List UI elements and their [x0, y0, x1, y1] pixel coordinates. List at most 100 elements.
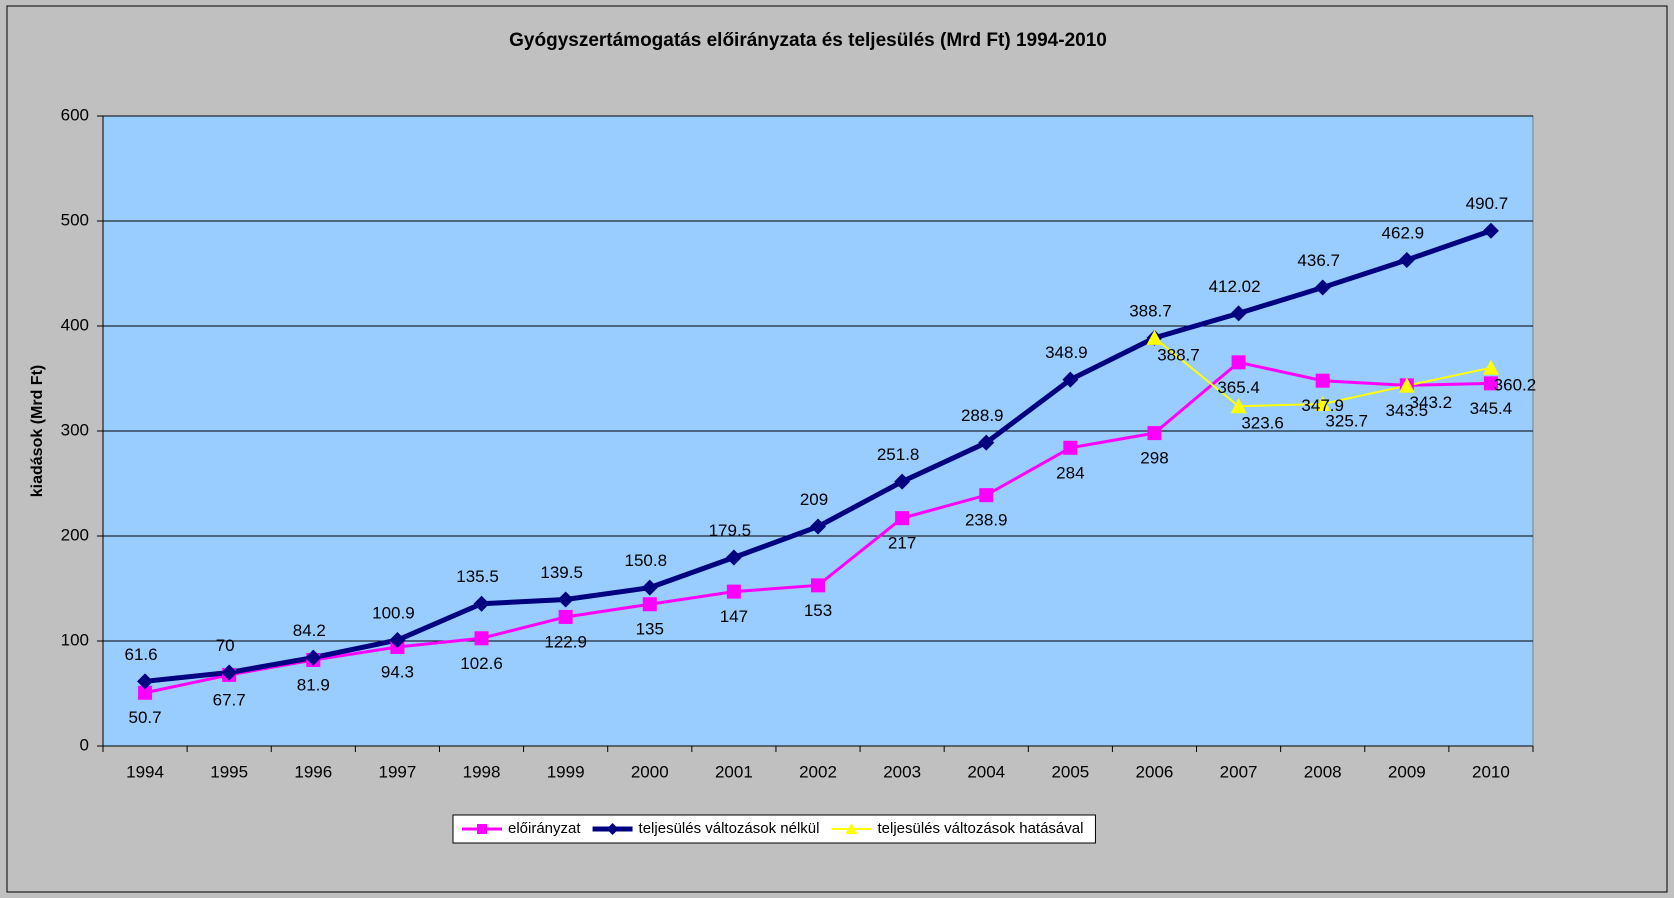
x-tick-label: 2000	[631, 762, 669, 781]
data-label: 365.4	[1217, 378, 1260, 397]
y-tick-label: 0	[80, 735, 89, 754]
data-label: 122.9	[544, 632, 587, 651]
marker	[1062, 371, 1079, 388]
marker	[725, 549, 742, 566]
x-tick-label: 1996	[294, 762, 332, 781]
marker	[979, 488, 994, 503]
data-label: 238.9	[965, 511, 1008, 530]
data-label: 179.5	[709, 521, 752, 540]
x-tick-label: 2004	[967, 762, 1005, 781]
x-tick-label: 2006	[1136, 762, 1174, 781]
y-tick-label: 300	[61, 420, 89, 439]
marker	[137, 673, 154, 690]
data-label: 102.6	[460, 654, 503, 673]
data-label: 436.7	[1297, 251, 1340, 270]
data-label: 323.6	[1241, 414, 1284, 433]
data-label: 298	[1140, 449, 1168, 468]
data-label: 84.2	[293, 621, 326, 640]
data-label: 150.8	[624, 551, 667, 570]
data-label: 388.7	[1157, 345, 1200, 364]
marker	[1230, 398, 1247, 414]
data-label: 343.2	[1410, 393, 1453, 412]
legend-label: teljesülés változások nélkül	[639, 820, 820, 837]
marker	[810, 518, 826, 535]
data-label: 347.9	[1301, 396, 1344, 415]
data-label: 135	[636, 620, 664, 639]
data-label: 388.7	[1129, 301, 1172, 320]
marker	[606, 823, 619, 835]
marker	[811, 578, 825, 593]
legend-label: előirányzat	[508, 820, 581, 837]
data-label: 153	[804, 601, 832, 620]
data-label: 325.7	[1325, 411, 1368, 430]
data-label: 94.3	[381, 662, 414, 681]
marker	[474, 631, 489, 646]
marker	[726, 584, 741, 599]
marker	[1482, 222, 1499, 239]
marker	[1231, 355, 1246, 370]
x-tick-label: 2009	[1388, 762, 1426, 781]
x-tick-label: 1995	[210, 762, 248, 781]
data-label: 147	[720, 607, 748, 626]
marker	[895, 511, 910, 526]
data-label: 288.9	[961, 406, 1004, 425]
data-label: 209	[800, 490, 828, 509]
y-tick-label: 200	[61, 525, 89, 544]
y-tick-label: 500	[61, 210, 89, 229]
x-tick-label: 1998	[463, 762, 501, 781]
marker	[305, 649, 322, 666]
marker	[1398, 377, 1415, 393]
data-label: 360.2	[1494, 375, 1537, 394]
legend-label: teljesülés változások hatásával	[877, 820, 1083, 837]
marker	[477, 824, 487, 834]
marker	[557, 591, 574, 608]
data-label: 343.5	[1386, 401, 1429, 420]
data-label: 490.7	[1466, 194, 1509, 213]
y-tick-label: 400	[61, 315, 89, 334]
data-label: 61.6	[125, 645, 158, 664]
marker	[642, 597, 657, 612]
marker	[1314, 279, 1331, 296]
x-tick-label: 1999	[547, 762, 585, 781]
data-label: 348.9	[1045, 343, 1088, 362]
y-tick-label: 100	[61, 630, 89, 649]
data-label: 284	[1056, 463, 1084, 482]
marker	[473, 595, 490, 612]
legend: előirányzat teljesülés változások nélkül t…	[452, 814, 1096, 844]
data-label: 50.7	[129, 708, 162, 727]
x-tick-label: 2008	[1304, 762, 1342, 781]
data-label: 81.9	[297, 675, 330, 694]
x-tick-label: 2005	[1051, 762, 1089, 781]
x-tick-label: 2010	[1472, 762, 1510, 781]
marker	[978, 434, 995, 451]
marker	[389, 632, 406, 649]
data-label: 345.4	[1470, 399, 1513, 418]
data-label: 251.8	[877, 445, 920, 464]
y-tick-label: 600	[61, 105, 89, 124]
marker	[221, 664, 238, 681]
marker	[1315, 373, 1330, 388]
marker	[138, 685, 153, 700]
chart-title: Gyógyszertámogatás előirányzata és telje…	[509, 30, 1107, 51]
legend-box	[452, 814, 1096, 844]
marker	[845, 823, 858, 834]
data-label: 100.9	[372, 604, 415, 623]
x-tick-label: 1997	[378, 762, 416, 781]
x-tick-label: 2007	[1220, 762, 1258, 781]
x-tick-label: 1994	[126, 762, 164, 781]
x-tick-label: 2002	[799, 762, 837, 781]
marker	[1063, 440, 1078, 455]
data-label: 67.7	[213, 690, 246, 709]
x-tick-label: 2001	[715, 762, 753, 781]
marker	[641, 579, 658, 596]
marker	[1147, 426, 1162, 441]
data-label: 462.9	[1382, 223, 1425, 242]
marker	[1482, 359, 1499, 375]
marker	[894, 473, 911, 490]
marker	[1483, 376, 1498, 391]
chart-frame	[6, 5, 1668, 893]
marker	[1398, 251, 1415, 268]
marker	[1146, 329, 1163, 345]
